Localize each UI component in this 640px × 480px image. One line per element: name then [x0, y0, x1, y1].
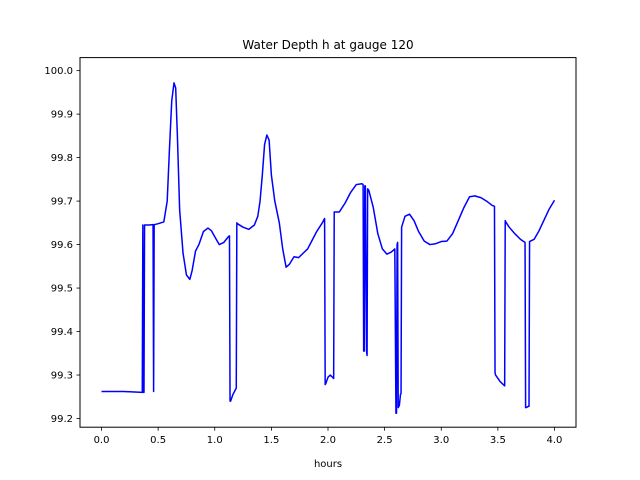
y-tick-label: 100.0: [44, 66, 73, 77]
y-tick-label: 99.7: [51, 197, 73, 208]
y-tick-label: 99.4: [51, 327, 73, 338]
x-tick-label: 3.5: [490, 435, 506, 446]
y-tick-label: 99.6: [51, 240, 73, 251]
x-axis-label: hours: [314, 459, 342, 470]
y-tick-label: 99.5: [51, 284, 73, 295]
x-tick-label: 4.0: [547, 435, 563, 446]
x-tick-label: 0.5: [150, 435, 166, 446]
x-axis-ticks: 0.0 0.5 1.0 1.5 2.0 2.5 3.0 3.5 4.0: [94, 427, 563, 446]
x-tick-label: 2.5: [377, 435, 393, 446]
x-tick-label: 2.0: [320, 435, 336, 446]
y-tick-label: 99.8: [51, 153, 73, 164]
y-tick-label: 99.9: [51, 110, 73, 121]
x-tick-label: 1.0: [207, 435, 223, 446]
y-tick-label: 99.2: [51, 414, 73, 425]
plot-area: [101, 82, 556, 415]
y-tick-label: 99.3: [51, 371, 73, 382]
x-tick-label: 3.0: [433, 435, 449, 446]
chart-title: Water Depth h at gauge 120: [242, 38, 413, 52]
series-line-0: [101, 82, 556, 415]
y-axis-ticks: 99.2 99.3 99.4 99.5 99.6 99.7 99.8 99.9 100.0: [44, 66, 80, 425]
x-tick-label: 1.5: [263, 435, 279, 446]
plot-frame: [79, 57, 577, 428]
x-tick-label: 0.0: [94, 435, 110, 446]
